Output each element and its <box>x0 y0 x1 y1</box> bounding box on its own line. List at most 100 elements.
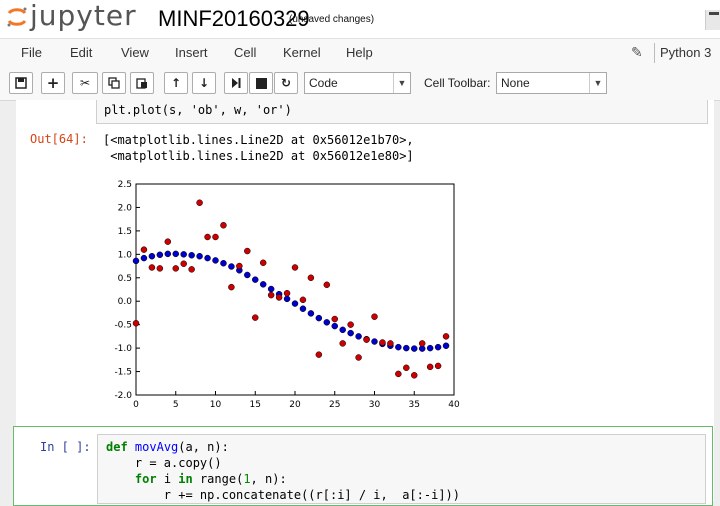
blue-data-point <box>331 322 338 330</box>
paste-button[interactable] <box>130 72 154 94</box>
menu-kernel[interactable]: Kernel <box>283 45 321 60</box>
red-data-point <box>148 264 156 271</box>
y-tick-label: -1.5 <box>114 368 132 378</box>
cell-toolbar-label: Cell Toolbar: <box>424 76 491 90</box>
menu-insert[interactable]: Insert <box>175 45 208 60</box>
x-tick-label: 15 <box>250 400 261 410</box>
menu-file[interactable]: File <box>21 45 42 60</box>
menu-help[interactable]: Help <box>346 45 373 60</box>
cell-type-select[interactable]: Code ▼ <box>304 72 411 94</box>
code-editor[interactable]: def movAvg(a, n): r = a.copy() for i in … <box>97 434 706 504</box>
blue-data-point <box>204 254 211 262</box>
copy-button[interactable] <box>102 72 126 94</box>
scatter-plot: 2.5 2.0 1.5 1.0 0.5 0.0 -0.5 -1.0 -1.5 -2.0 0 5 10 1… <box>114 180 460 410</box>
restart-icon: ↻ <box>280 76 292 90</box>
blue-data-point <box>426 344 434 352</box>
x-tick-label: 20 <box>289 400 301 410</box>
red-data-point <box>244 247 251 255</box>
blue-data-point <box>259 281 267 288</box>
stop-icon <box>255 77 267 89</box>
red-data-point <box>196 199 203 207</box>
header-toggle-button[interactable] <box>705 10 720 30</box>
red-data-point <box>299 296 307 304</box>
arrow-down-icon: ↓ <box>198 76 210 90</box>
y-tick-label: -2.0 <box>114 391 132 401</box>
input-prompt: In [ ]: <box>40 440 91 454</box>
y-tick-label: -0.5 <box>114 321 132 331</box>
blue-data-point <box>355 333 362 340</box>
red-data-point <box>363 336 370 343</box>
red-data-point <box>403 364 410 372</box>
plot-area <box>135 183 455 396</box>
red-data-point <box>323 281 331 289</box>
red-data-point <box>132 320 140 327</box>
previous-code-cell[interactable]: plt.plot(s, 'ob', w, 'or') <box>96 100 708 124</box>
y-tick-label: 1.0 <box>118 250 133 260</box>
arrow-up-icon: ↑ <box>170 76 182 90</box>
red-data-point <box>228 283 235 291</box>
menu-cell[interactable]: Cell <box>234 45 257 60</box>
code-line: plt.plot(s, 'ob', w, 'or') <box>104 103 292 117</box>
red-data-point <box>204 233 211 241</box>
blue-data-point <box>252 276 259 283</box>
blue-data-point <box>244 271 251 279</box>
toggle-icon <box>709 12 719 15</box>
blue-data-point <box>291 300 299 307</box>
menu-view[interactable]: View <box>121 45 149 60</box>
red-data-point <box>156 265 164 272</box>
x-tick-label: 5 <box>173 400 179 410</box>
cut-button[interactable]: ✂ <box>72 72 98 94</box>
red-data-point <box>140 246 148 253</box>
x-tick-label: 10 <box>210 400 222 410</box>
red-data-point <box>347 321 354 328</box>
logo-text: jupyter <box>30 0 137 32</box>
output-prompt: Out[64]: <box>30 132 88 146</box>
red-data-point <box>339 340 346 347</box>
blue-data-point <box>283 295 291 303</box>
red-data-point <box>172 265 179 272</box>
blue-data-point <box>220 259 227 267</box>
x-tick-label: 25 <box>329 400 340 410</box>
red-data-point <box>395 370 402 378</box>
cell-toolbar-value: None <box>501 76 530 90</box>
move-down-button[interactable]: ↓ <box>192 72 216 94</box>
x-axis: 0 5 10 15 20 25 30 35 40 <box>133 391 460 410</box>
insert-cell-button[interactable]: + <box>41 72 65 94</box>
blue-data-point <box>188 252 195 259</box>
red-data-point <box>355 354 362 361</box>
red-data-point <box>434 362 442 370</box>
y-tick-label: 2.0 <box>118 203 133 213</box>
blue-data-point <box>212 257 219 264</box>
blue-data-point <box>403 344 410 352</box>
interrupt-button[interactable] <box>249 72 273 94</box>
red-data-point <box>275 294 283 301</box>
blue-data-point <box>148 252 156 260</box>
red-data-point <box>252 314 259 321</box>
code-line-2: r = a.copy() <box>106 456 222 470</box>
plus-icon: + <box>46 74 60 92</box>
notebook-name[interactable]: MINF20160329 <box>158 6 310 31</box>
red-data-point <box>379 339 386 346</box>
move-up-button[interactable]: ↑ <box>164 72 188 94</box>
x-tick-label: 40 <box>448 400 460 410</box>
menu-edit[interactable]: Edit <box>70 45 93 60</box>
blue-data-point <box>132 257 140 265</box>
cell-toolbar-select[interactable]: None ▼ <box>496 72 607 94</box>
edit-pencil-icon[interactable]: ✎ <box>631 44 643 60</box>
cell-type-value: Code <box>309 76 338 90</box>
red-data-point <box>426 363 434 371</box>
save-button[interactable] <box>9 72 33 94</box>
red-data-point <box>418 340 426 347</box>
chevron-down-icon: ▼ <box>589 73 606 93</box>
y-tick-label: -1.0 <box>114 344 132 354</box>
run-cell-button[interactable] <box>224 72 248 94</box>
y-tick-label: 0.5 <box>118 274 132 284</box>
divider <box>654 43 655 63</box>
red-data-point <box>307 274 315 282</box>
x-tick-label: 0 <box>133 400 139 410</box>
red-data-point <box>188 266 195 273</box>
kernel-indicator[interactable]: Python 3 <box>660 45 712 60</box>
restart-button[interactable]: ↻ <box>274 72 298 94</box>
jupyter-logo-icon <box>7 7 27 27</box>
blue-data-point <box>196 252 203 260</box>
